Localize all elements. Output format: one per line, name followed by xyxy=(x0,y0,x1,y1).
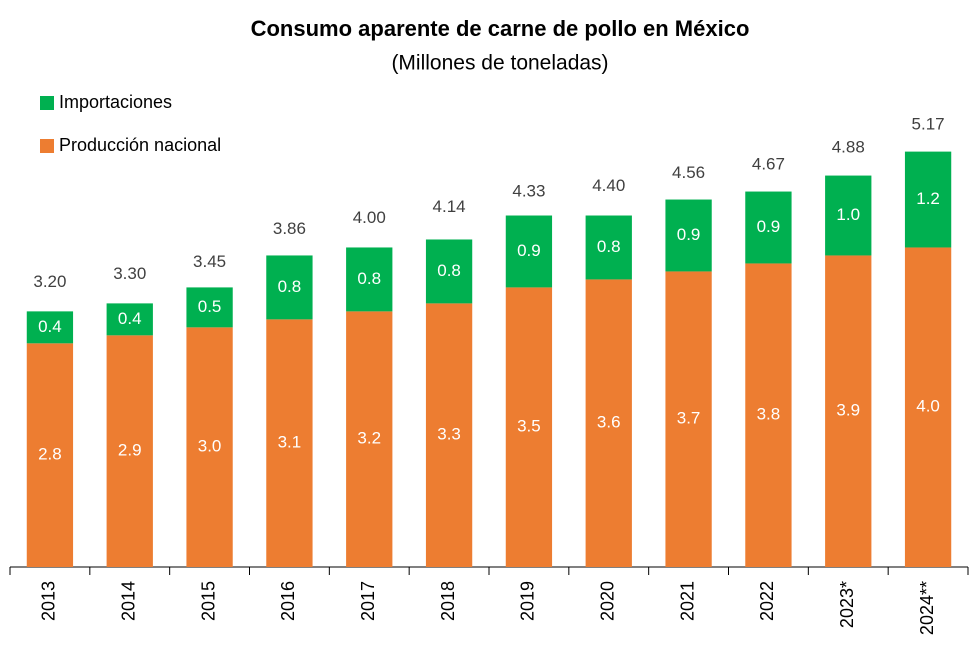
data-label: 1.0 xyxy=(836,205,860,224)
bar-segment xyxy=(346,311,393,567)
data-label: 3.9 xyxy=(836,401,860,420)
x-tick-label: 2017 xyxy=(358,581,378,621)
bar-segment xyxy=(186,287,233,328)
data-label: 0.9 xyxy=(517,241,541,260)
x-tick-label: 2020 xyxy=(598,581,618,621)
x-tick-label: 2023* xyxy=(837,581,857,628)
data-label: 3.6 xyxy=(597,413,621,432)
data-label: 3.3 xyxy=(437,425,461,444)
x-tick-label: 2021 xyxy=(677,581,697,621)
data-label: 1.2 xyxy=(916,189,940,208)
chart-title: Consumo aparente de carne de pollo en Mé… xyxy=(251,16,750,41)
legend-label: Producción nacional xyxy=(59,135,221,155)
x-tick-label: 2013 xyxy=(39,581,59,621)
data-label: 3.0 xyxy=(198,437,222,456)
data-label: 0.9 xyxy=(677,225,701,244)
data-label: 3.5 xyxy=(517,417,541,436)
x-tick-label: 2019 xyxy=(518,581,538,621)
total-label: 4.56 xyxy=(672,163,705,182)
bar-segment xyxy=(505,287,553,567)
bar-segment xyxy=(26,311,74,344)
total-label: 5.17 xyxy=(912,114,945,133)
x-tick-label: 2016 xyxy=(278,581,298,621)
bar-segment xyxy=(425,239,473,304)
data-label: 0.8 xyxy=(278,277,302,296)
bar-segment xyxy=(585,215,632,280)
legend-swatch xyxy=(40,139,54,153)
bar-segment xyxy=(745,191,792,264)
data-label: 0.4 xyxy=(38,317,62,336)
bar-segment xyxy=(505,215,553,288)
legend-label: Importaciones xyxy=(59,92,172,112)
bar-segment xyxy=(585,279,632,567)
data-label: 3.7 xyxy=(677,409,701,428)
x-tick-label: 2024** xyxy=(917,581,937,635)
x-tick-label: 2014 xyxy=(119,581,139,621)
data-label: 3.1 xyxy=(278,433,302,452)
bar-segment xyxy=(665,199,712,272)
data-label: 0.8 xyxy=(437,261,461,280)
data-label: 3.8 xyxy=(757,405,781,424)
total-label: 3.30 xyxy=(113,264,146,283)
data-label: 0.9 xyxy=(757,217,781,236)
total-label: 3.86 xyxy=(273,219,306,238)
bar-segment xyxy=(106,335,153,567)
x-tick-label: 2022 xyxy=(757,581,777,621)
data-label: 0.5 xyxy=(198,297,222,316)
chart-subtitle: (Millones de toneladas) xyxy=(391,52,608,75)
bar-segment xyxy=(825,255,872,567)
total-label: 4.14 xyxy=(433,197,466,216)
data-label: 0.8 xyxy=(357,269,381,288)
bar-segment xyxy=(665,271,712,567)
bar-segment xyxy=(904,151,952,248)
total-label: 4.33 xyxy=(512,182,545,201)
total-label: 3.45 xyxy=(193,252,226,271)
bar-segment xyxy=(425,303,473,567)
data-label: 0.4 xyxy=(118,309,142,328)
data-label: 2.9 xyxy=(118,441,142,460)
x-tick-label: 2018 xyxy=(438,581,458,621)
bar-segment xyxy=(106,303,153,336)
total-label: 4.40 xyxy=(592,176,625,195)
data-label: 0.8 xyxy=(597,237,621,256)
bar-segment xyxy=(745,263,792,567)
bar-segment xyxy=(346,247,393,312)
total-label: 4.88 xyxy=(832,138,865,157)
bar-segment xyxy=(825,175,872,256)
data-label: 2.8 xyxy=(38,445,62,464)
total-label: 4.67 xyxy=(752,154,785,173)
legend-swatch xyxy=(40,96,54,110)
bar-segment xyxy=(266,255,313,320)
bar-segment xyxy=(266,319,313,567)
bar-segment xyxy=(186,327,233,567)
total-label: 4.00 xyxy=(353,208,386,227)
total-label: 3.20 xyxy=(33,272,66,291)
x-tick-label: 2015 xyxy=(198,581,218,621)
data-label: 3.2 xyxy=(357,429,381,448)
bar-segment xyxy=(904,247,952,567)
bar-segment xyxy=(26,343,74,567)
data-label: 4.0 xyxy=(916,397,940,416)
